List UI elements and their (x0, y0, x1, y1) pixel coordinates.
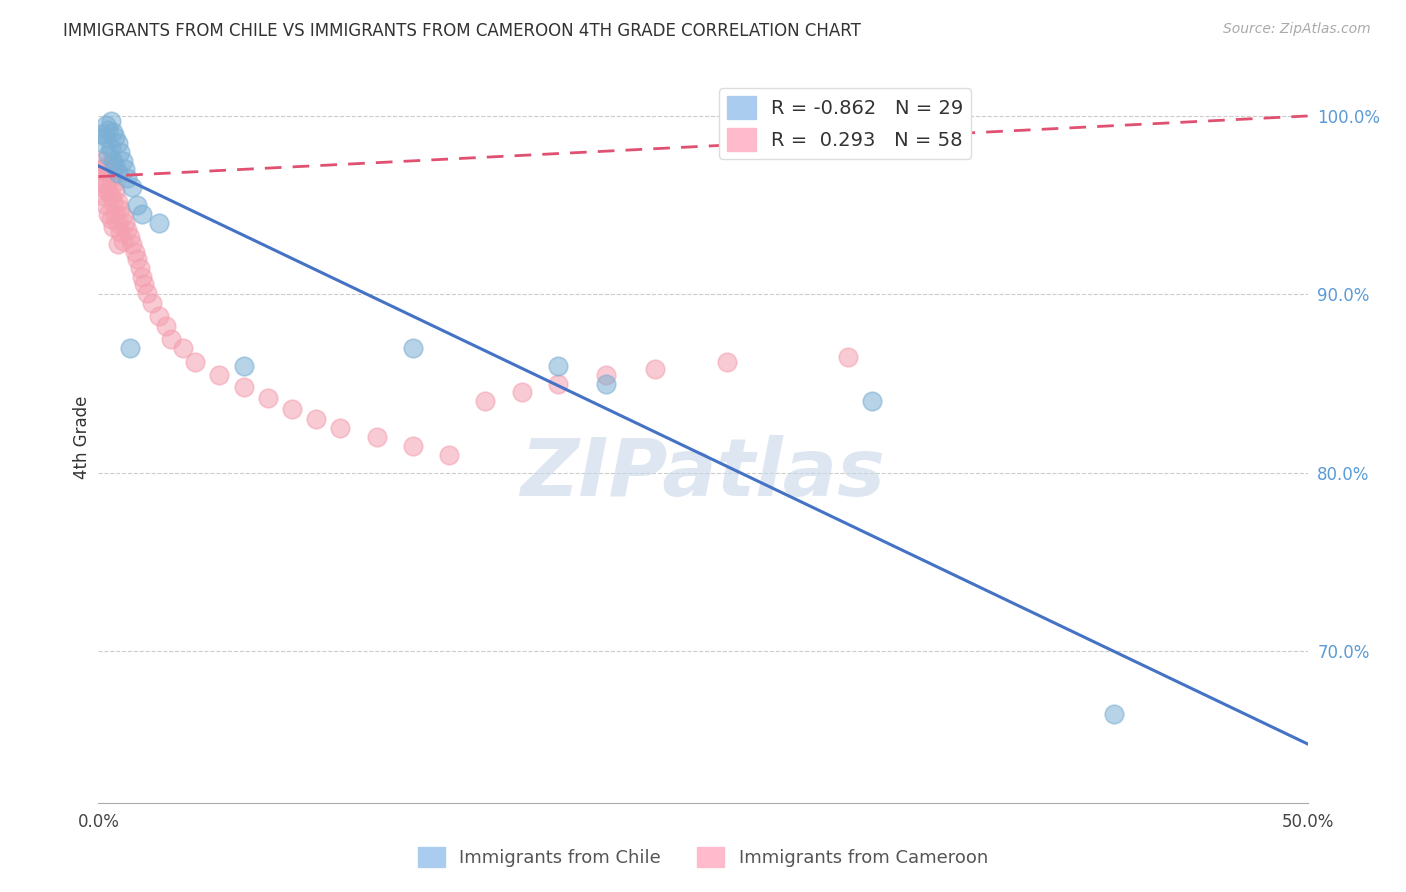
Point (100, 114, 122, 128)
Point (860, 394, 883, 409)
Point (107, 194, 129, 209)
Point (108, 225, 131, 239)
Point (148, 309, 170, 323)
Point (141, 296, 163, 310)
Text: Source: ZipAtlas.com: Source: ZipAtlas.com (1223, 22, 1371, 37)
Point (837, 350, 859, 364)
Point (97, 166, 120, 180)
Point (128, 260, 150, 275)
Point (148, 216, 170, 230)
Point (256, 391, 278, 405)
Point (91, 171, 114, 186)
Point (97, 123, 120, 137)
Point (101, 219, 124, 234)
Point (402, 439, 425, 453)
Point (127, 198, 149, 212)
Point (108, 145, 131, 159)
Point (94, 159, 117, 173)
Point (510, 385, 533, 400)
Point (127, 252, 149, 266)
Point (402, 341, 425, 355)
Point (135, 285, 157, 300)
Point (160, 332, 183, 346)
Point (117, 171, 139, 186)
Point (108, 202, 131, 216)
Point (1102, 706, 1125, 721)
Point (101, 177, 124, 191)
Point (90, 162, 112, 177)
Point (107, 216, 129, 230)
Point (91, 136, 114, 150)
Point (208, 368, 231, 382)
Point (94, 118, 117, 132)
Point (104, 207, 127, 221)
Point (437, 448, 460, 462)
Point (155, 319, 177, 334)
Point (232, 380, 254, 394)
Point (474, 394, 496, 409)
Legend: R = -0.862   N = 29, R =  0.293   N = 58: R = -0.862 N = 29, R = 0.293 N = 58 (718, 88, 972, 159)
Text: IMMIGRANTS FROM CHILE VS IMMIGRANTS FROM CAMEROON 4TH GRADE CORRELATION CHART: IMMIGRANTS FROM CHILE VS IMMIGRANTS FROM… (63, 22, 860, 40)
Point (107, 237, 129, 252)
Point (644, 362, 666, 376)
Point (100, 171, 122, 186)
Point (94, 130, 117, 145)
Point (107, 166, 129, 180)
Point (134, 277, 156, 291)
Point (121, 237, 143, 252)
Point (281, 401, 304, 416)
Point (100, 189, 122, 203)
Point (121, 180, 143, 194)
Point (547, 376, 569, 391)
Point (131, 269, 153, 284)
Point (232, 359, 254, 373)
Point (114, 216, 136, 230)
Point (100, 141, 122, 155)
Point (94, 177, 117, 191)
Point (101, 125, 124, 139)
Point (118, 230, 141, 244)
Point (97, 148, 120, 162)
Point (117, 223, 139, 237)
Point (547, 359, 569, 373)
Point (94, 198, 117, 212)
Point (595, 368, 617, 382)
Point (101, 194, 124, 209)
Point (104, 184, 127, 198)
Point (91, 153, 114, 168)
Point (104, 159, 127, 173)
Point (118, 341, 141, 355)
Point (111, 234, 134, 248)
Point (97, 184, 120, 198)
Point (716, 355, 738, 369)
Point (91, 189, 114, 203)
Point (114, 162, 136, 177)
Point (329, 421, 352, 435)
Y-axis label: 4th Grade: 4th Grade (73, 395, 91, 479)
Point (366, 430, 388, 444)
Point (97, 207, 120, 221)
Text: ZIPatlas: ZIPatlas (520, 434, 886, 513)
Point (595, 376, 617, 391)
Point (104, 130, 127, 145)
Point (131, 207, 153, 221)
Point (90, 180, 112, 194)
Point (172, 341, 194, 355)
Point (101, 153, 124, 168)
Point (124, 244, 146, 259)
Point (111, 153, 134, 168)
Point (111, 209, 134, 223)
Point (305, 412, 328, 426)
Point (100, 212, 122, 227)
Point (184, 355, 207, 369)
Point (107, 136, 129, 150)
Point (90, 127, 112, 141)
Legend: Immigrants from Chile, Immigrants from Cameroon: Immigrants from Chile, Immigrants from C… (411, 839, 995, 874)
